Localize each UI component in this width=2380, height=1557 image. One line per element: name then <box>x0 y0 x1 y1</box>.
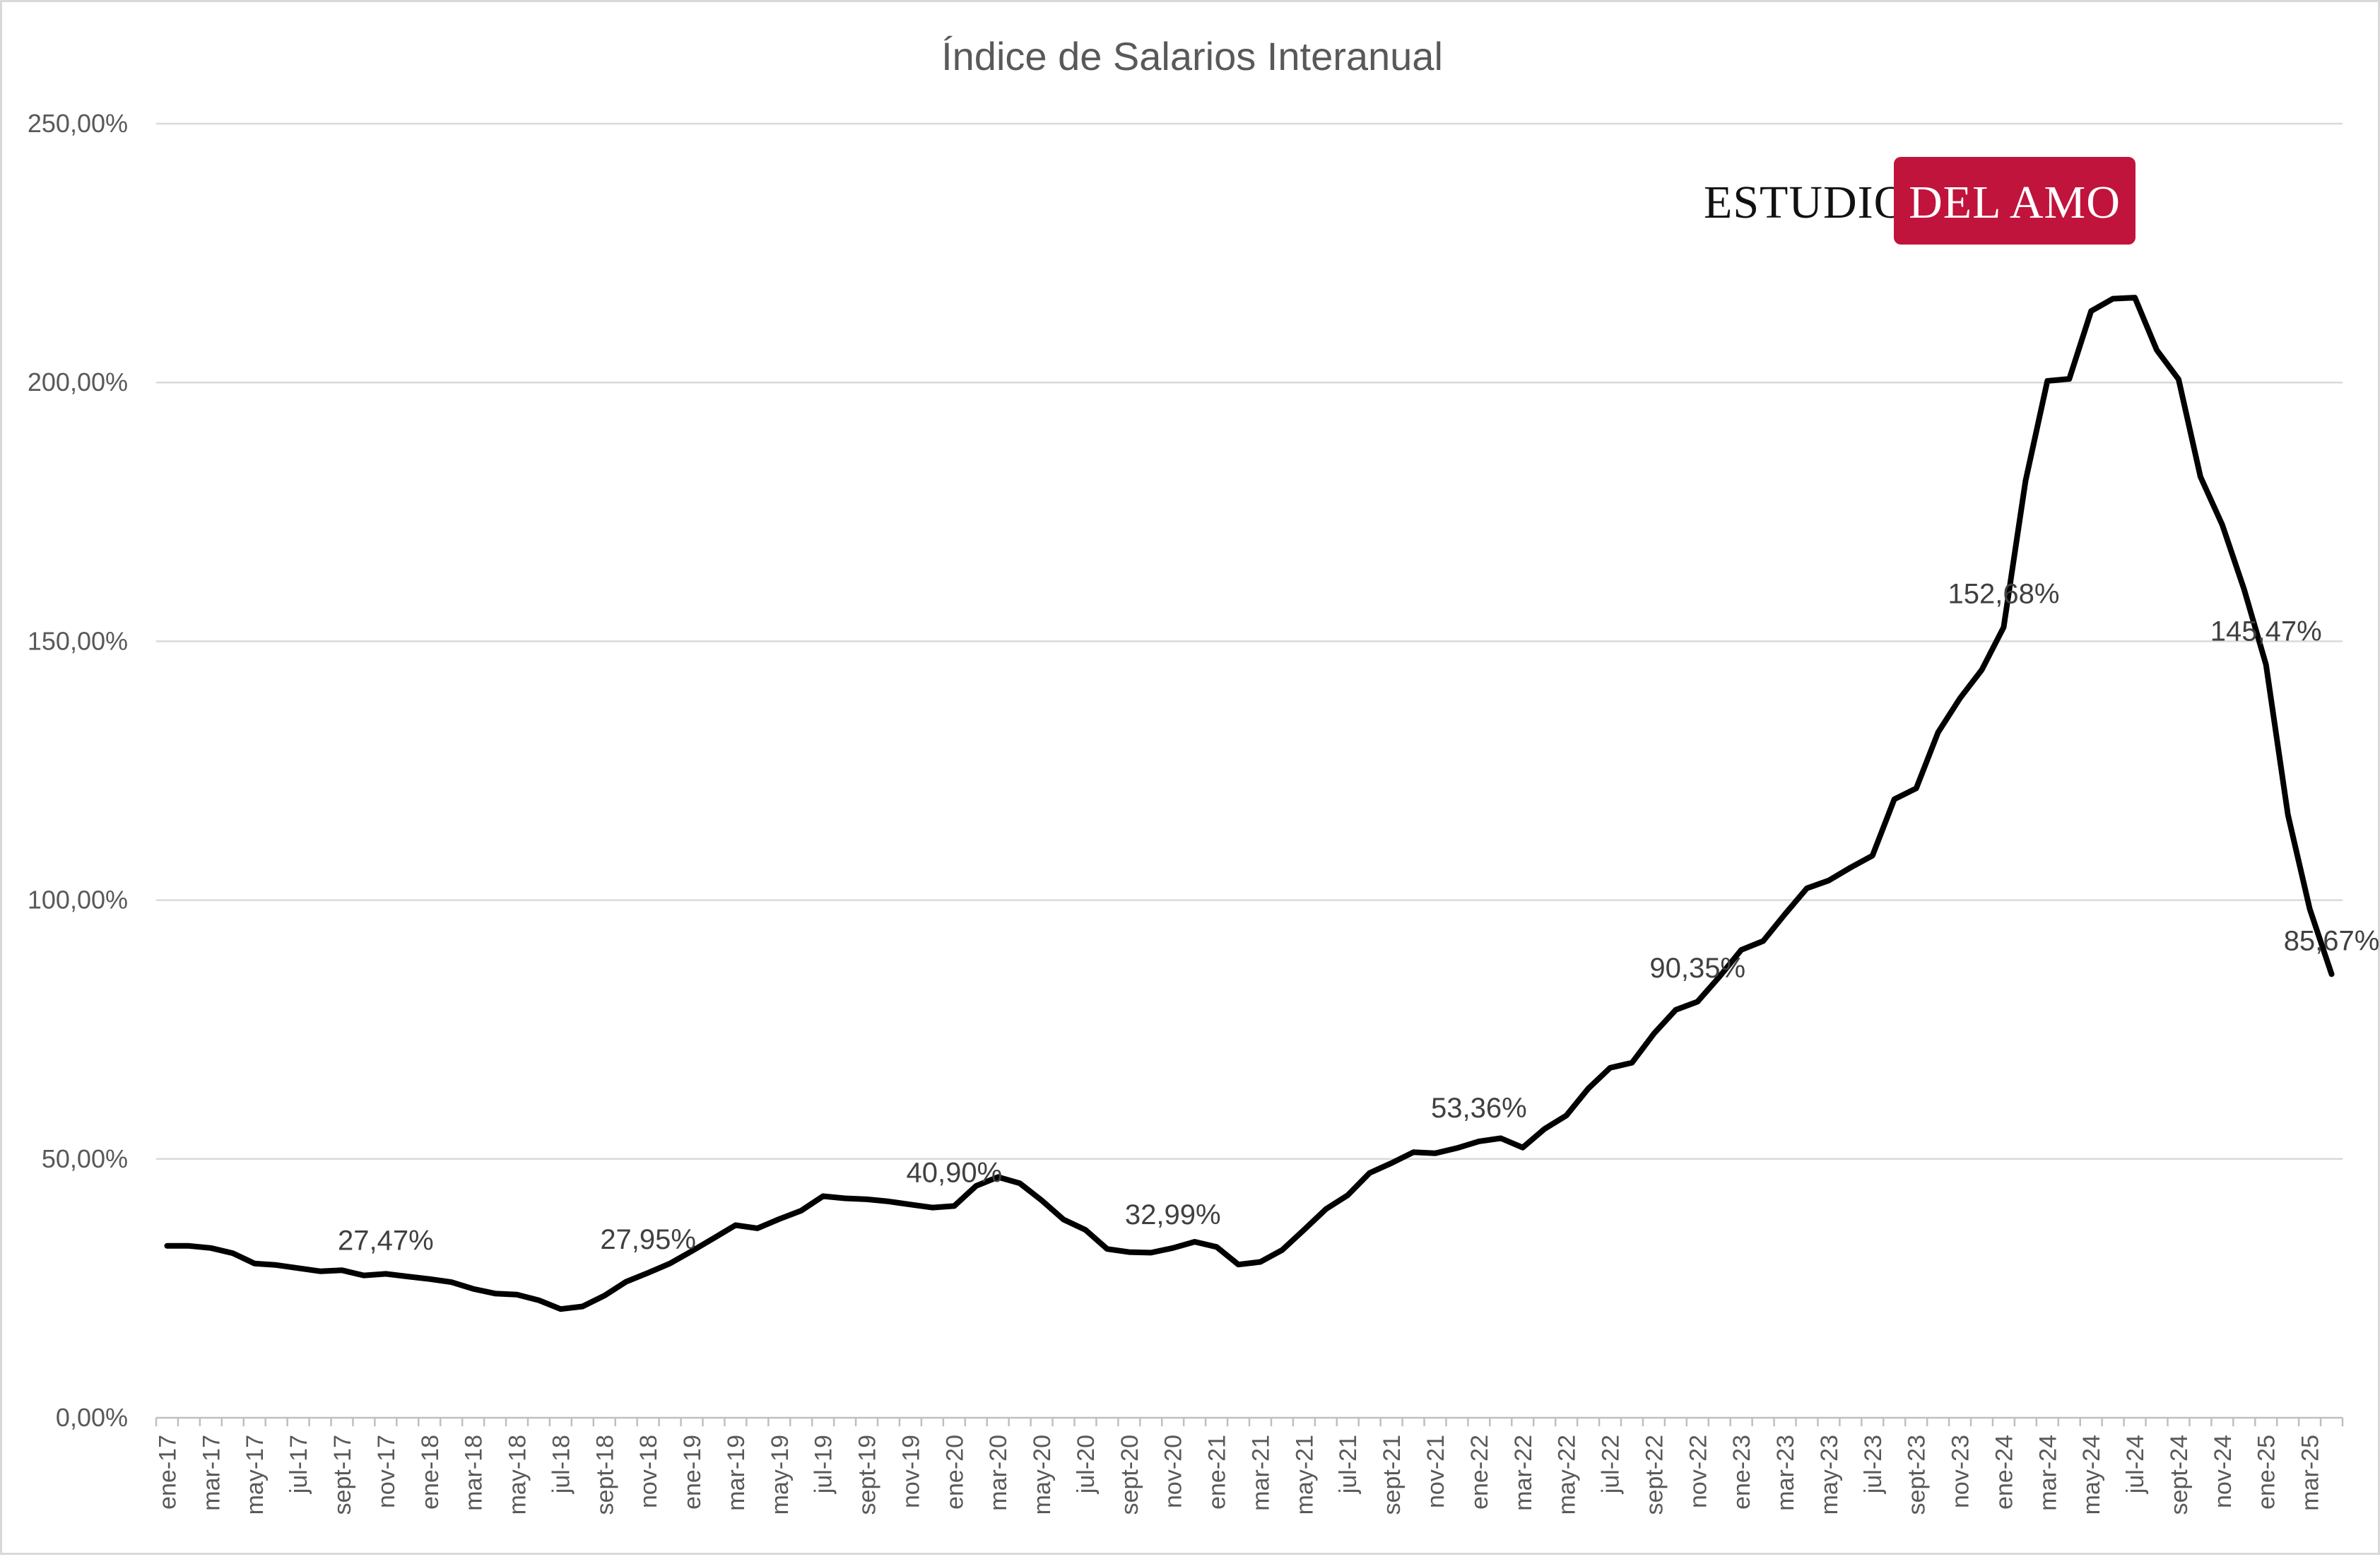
x-tick-label: nov-21 <box>1422 1435 1449 1508</box>
x-tick-label: nov-17 <box>373 1435 400 1508</box>
series-layer <box>164 295 2335 1312</box>
data-label: 32,99% <box>1125 1199 1221 1230</box>
x-tick-label: mar-22 <box>1510 1435 1537 1511</box>
data-label: 85,67% <box>2284 925 2380 956</box>
x-tick-label: jul-20 <box>1073 1435 1100 1494</box>
y-axis-tick-labels: 0,00% 50,00% 100,00% 150,00% 200,00% 250,00% <box>28 109 128 1432</box>
y-tick-label: 250,00% <box>28 109 128 138</box>
x-tick-label: mar-25 <box>2297 1435 2324 1511</box>
data-label: 27,47% <box>338 1225 434 1256</box>
x-tick-label: jul-17 <box>285 1435 312 1494</box>
x-tick-label: jul-24 <box>2122 1435 2149 1494</box>
data-label: 90,35% <box>1649 953 1745 984</box>
x-tick-label: may-22 <box>1554 1435 1581 1515</box>
x-tick-label: jul-19 <box>811 1435 837 1494</box>
x-tick-label: ene-18 <box>417 1435 444 1510</box>
y-tick-label: 0,00% <box>56 1403 128 1432</box>
x-tick-label: mar-19 <box>723 1435 750 1511</box>
x-tick-label: nov-18 <box>635 1435 662 1508</box>
x-tick-label: ene-25 <box>2254 1435 2280 1510</box>
data-label: 152,68% <box>1948 579 2059 610</box>
x-tick-label: nov-23 <box>1948 1435 1974 1508</box>
x-tick-label: jul-21 <box>1335 1435 1362 1494</box>
x-tick-label: mar-20 <box>985 1435 1012 1511</box>
x-tick-label: jul-18 <box>548 1435 575 1494</box>
x-tick-label: may-20 <box>1029 1435 1056 1515</box>
x-tick-label: may-17 <box>242 1435 269 1515</box>
x-tick-label: may-24 <box>2078 1435 2105 1515</box>
x-tick-label: ene-21 <box>1204 1435 1231 1510</box>
x-tick-label: mar-17 <box>198 1435 225 1511</box>
data-label: 27,95% <box>600 1224 696 1255</box>
logo-left-text: ESTUDIO <box>1704 177 1908 228</box>
x-tick-label: nov-22 <box>1685 1435 1712 1508</box>
x-tick-label: ene-22 <box>1466 1435 1493 1510</box>
x-tick-label: mar-23 <box>1772 1435 1799 1511</box>
x-tick-label: sept-22 <box>1641 1435 1668 1515</box>
y-tick-label: 50,00% <box>42 1144 128 1173</box>
data-label: 53,36% <box>1431 1093 1527 1124</box>
logo-badge <box>1894 157 2135 245</box>
y-tick-label: 150,00% <box>28 626 128 655</box>
x-tick-label: ene-17 <box>154 1435 181 1510</box>
x-tick-label: may-19 <box>767 1435 794 1515</box>
x-tick-label: ene-19 <box>679 1435 706 1510</box>
x-tick-label: ene-20 <box>941 1435 968 1510</box>
x-tick-label: may-21 <box>1291 1435 1318 1515</box>
x-tick-label: ene-24 <box>1991 1435 2017 1510</box>
x-tick-label: jul-23 <box>1860 1435 1887 1494</box>
data-label: 40,90% <box>906 1157 1002 1188</box>
x-tick-label: sept-19 <box>854 1435 881 1515</box>
x-tick-label: sept-18 <box>591 1435 618 1515</box>
x-tick-label: may-23 <box>1816 1435 1843 1515</box>
x-tick-label: nov-19 <box>897 1435 924 1508</box>
x-tick-label: nov-24 <box>2210 1435 2237 1508</box>
y-tick-label: 100,00% <box>28 886 128 915</box>
gridlines <box>155 122 2344 1426</box>
y-tick-label: 200,00% <box>28 368 128 396</box>
x-tick-label: jul-22 <box>1598 1435 1625 1494</box>
x-tick-label: mar-21 <box>1247 1435 1274 1511</box>
x-tick-label: sept-21 <box>1379 1435 1406 1515</box>
x-tick-label: may-18 <box>505 1435 531 1515</box>
x-tick-label: mar-18 <box>461 1435 488 1511</box>
x-tick-label: sept-23 <box>1904 1435 1931 1515</box>
series-line <box>164 295 2335 1312</box>
data-label: 145,47% <box>2210 616 2322 647</box>
x-tick-label: ene-23 <box>1728 1435 1755 1510</box>
chart-title: Índice de Salarios Interanual <box>941 34 1443 78</box>
x-tick-label: sept-24 <box>2166 1435 2193 1515</box>
x-axis-tick-labels: ene-17 mar-17 may-17 jul-17 sept-17 nov-17 ene… <box>154 1435 2323 1515</box>
x-tick-label: mar-24 <box>2034 1435 2061 1511</box>
x-tick-label: sept-20 <box>1117 1435 1143 1515</box>
data-labels: 27,47% 27,95% 40,90% 32,99% 53,36% 90,35% 152,… <box>338 579 2379 1257</box>
estudio-del-amo-logo: ESTUDIO DEL AMO <box>1704 157 2135 245</box>
x-tick-label: sept-17 <box>329 1435 356 1515</box>
logo-right-text: DEL AMO <box>1909 177 2121 228</box>
x-tick-label: nov-20 <box>1160 1435 1187 1508</box>
